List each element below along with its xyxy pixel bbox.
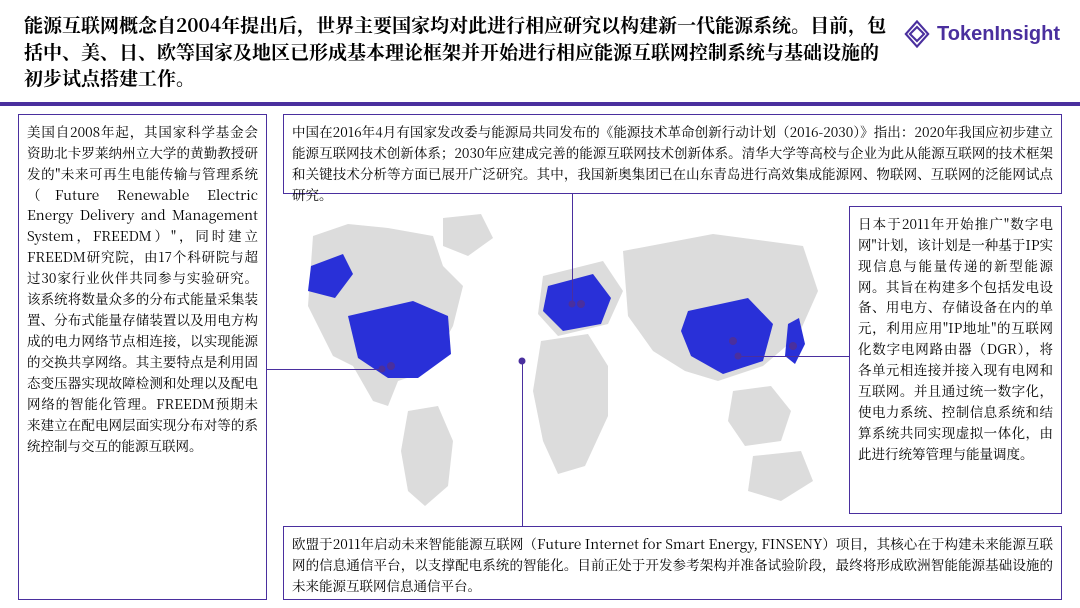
region-text-china: 中国在2016年4月有国家发改委与能源局共同发布的《能源技术革命创新行动计划（2… bbox=[292, 121, 1053, 204]
connector-dot bbox=[519, 357, 526, 364]
content-area: 美国自2008年起，其国家科学基金会资助北卡罗莱纳州立大学的黄勤教授研发的"未来… bbox=[0, 106, 1080, 608]
brand-logo: TokenInsight bbox=[903, 12, 1060, 48]
connector-eu bbox=[522, 361, 523, 526]
region-box-usa: 美国自2008年起，其国家科学基金会资助北卡罗莱纳州立大学的黄勤教授研发的"未来… bbox=[18, 114, 267, 600]
brand-logo-text: TokenInsight bbox=[937, 23, 1060, 46]
connector-dot bbox=[379, 365, 386, 372]
connector-dot bbox=[569, 300, 576, 307]
region-box-japan: 日本于2011年开始推广"数字电网"计划，该计划是一种基于IP实现信息与能量传递… bbox=[849, 206, 1062, 514]
region-text-japan: 日本于2011年开始推广"数字电网"计划，该计划是一种基于IP实现信息与能量传递… bbox=[858, 213, 1053, 463]
connector-japan bbox=[738, 356, 850, 357]
region-text-usa: 美国自2008年起，其国家科学基金会资助北卡罗莱纳州立大学的黄勤教授研发的"未来… bbox=[27, 121, 258, 455]
header-title: 能源互联网概念自2004年提出后，世界主要国家均对此进行相应研究以构建新一代能源… bbox=[24, 12, 903, 92]
world-map bbox=[293, 206, 833, 516]
region-text-eu: 欧盟于2011年启动未来智能能源互联网（Future Internet for … bbox=[292, 533, 1053, 595]
header: 能源互联网概念自2004年提出后，世界主要国家均对此进行相应研究以构建新一代能源… bbox=[0, 0, 1080, 106]
brand-logo-icon bbox=[903, 20, 931, 48]
region-box-china: 中国在2016年4月有国家发改委与能源局共同发布的《能源技术革命创新行动计划（2… bbox=[283, 114, 1062, 194]
connector-china bbox=[572, 194, 573, 304]
region-box-eu: 欧盟于2011年启动未来智能能源互联网（Future Internet for … bbox=[283, 526, 1062, 600]
connector-dot bbox=[735, 352, 742, 359]
connector-usa bbox=[267, 369, 382, 370]
